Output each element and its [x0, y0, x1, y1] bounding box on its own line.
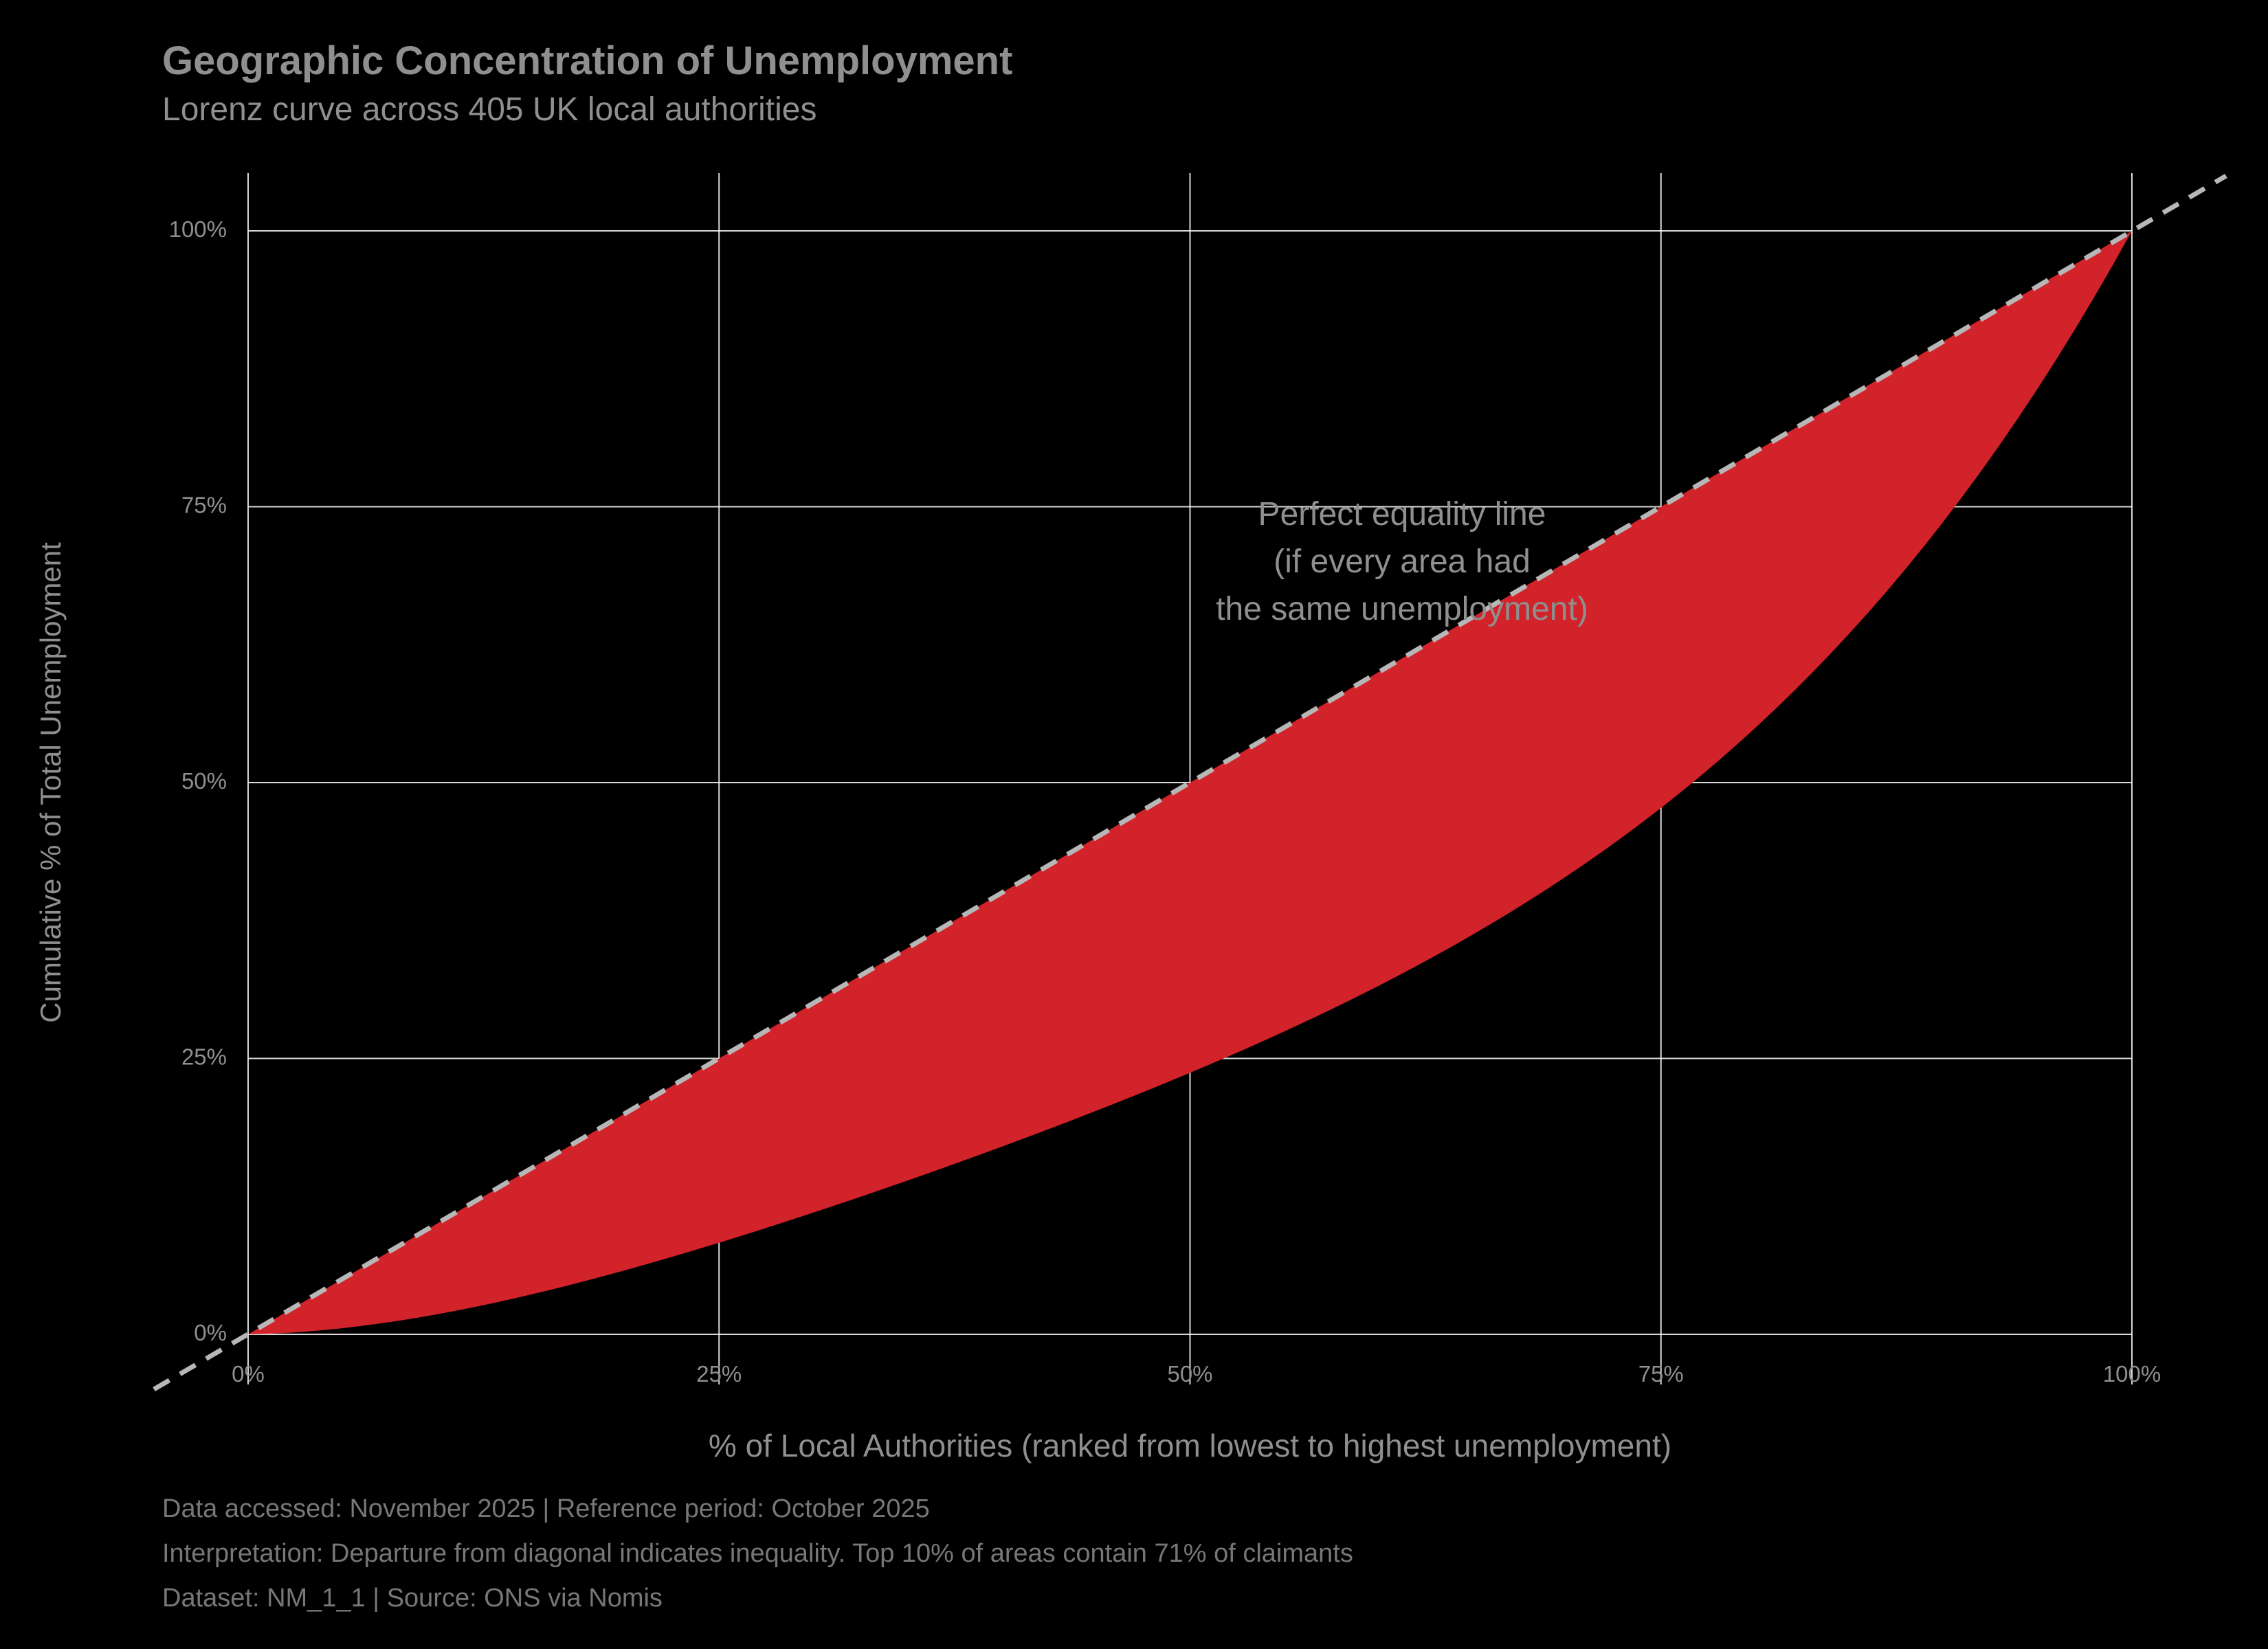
- svg-text:the same unemployment): the same unemployment): [1216, 591, 1588, 627]
- svg-text:50%: 50%: [1167, 1361, 1212, 1387]
- svg-text:Perfect equality line: Perfect equality line: [1258, 496, 1546, 532]
- svg-text:25%: 25%: [696, 1361, 742, 1387]
- svg-text:100%: 100%: [169, 216, 227, 242]
- svg-text:Cumulative % of Total Unemploy: Cumulative % of Total Unemployment: [34, 542, 67, 1023]
- svg-text:50%: 50%: [181, 768, 227, 794]
- svg-text:0%: 0%: [232, 1361, 265, 1387]
- svg-text:(if every area had: (if every area had: [1274, 543, 1531, 580]
- svg-text:25%: 25%: [181, 1044, 227, 1070]
- svg-text:75%: 75%: [1638, 1361, 1684, 1387]
- svg-text:0%: 0%: [194, 1320, 227, 1345]
- svg-text:75%: 75%: [181, 493, 227, 518]
- svg-text:100%: 100%: [2103, 1361, 2161, 1387]
- svg-text:% of Local Authorities (ranked: % of Local Authorities (ranked from lowe…: [709, 1428, 1671, 1463]
